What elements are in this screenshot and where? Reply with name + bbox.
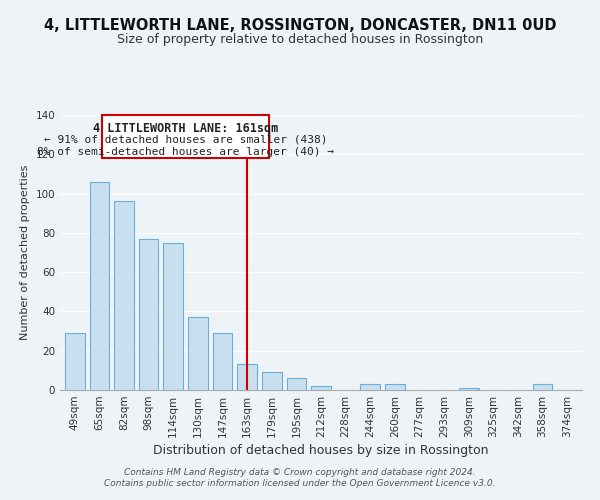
Bar (361, 384, 380, 390)
Bar (459, 388, 479, 390)
Bar (188, 318, 208, 390)
Bar (65, 333, 85, 390)
Text: 8% of semi-detached houses are larger (40) →: 8% of semi-detached houses are larger (4… (37, 148, 334, 158)
Bar (114, 202, 134, 390)
Bar (139, 239, 158, 390)
Text: ← 91% of detached houses are smaller (438): ← 91% of detached houses are smaller (43… (44, 134, 328, 144)
Bar (533, 384, 553, 390)
Bar (311, 386, 331, 390)
Bar (287, 378, 306, 390)
Text: 4, LITTLEWORTH LANE, ROSSINGTON, DONCASTER, DN11 0UD: 4, LITTLEWORTH LANE, ROSSINGTON, DONCAST… (44, 18, 556, 32)
X-axis label: Distribution of detached houses by size in Rossington: Distribution of detached houses by size … (153, 444, 489, 457)
Bar (212, 333, 232, 390)
Text: 4 LITTLEWORTH LANE: 161sqm: 4 LITTLEWORTH LANE: 161sqm (93, 122, 278, 135)
Y-axis label: Number of detached properties: Number of detached properties (20, 165, 30, 340)
Text: Contains HM Land Registry data © Crown copyright and database right 2024.
Contai: Contains HM Land Registry data © Crown c… (104, 468, 496, 487)
Bar (163, 242, 183, 390)
Bar (237, 364, 257, 390)
Bar (89, 182, 109, 390)
Bar (262, 372, 281, 390)
Bar (385, 384, 405, 390)
FancyBboxPatch shape (102, 115, 269, 158)
Text: Size of property relative to detached houses in Rossington: Size of property relative to detached ho… (117, 32, 483, 46)
